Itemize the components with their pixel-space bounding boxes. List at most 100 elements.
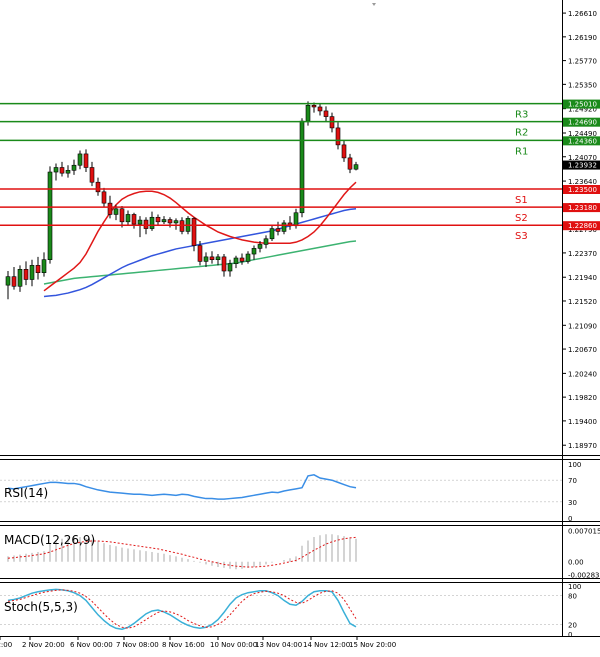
candle bbox=[11, 267, 17, 290]
level-name-r2: R2 bbox=[515, 128, 528, 139]
candle bbox=[269, 225, 275, 242]
time-axis-label: 13 Nov 04:00 bbox=[255, 641, 302, 649]
level-price-label-r2: 1.24690 bbox=[568, 119, 597, 127]
candle bbox=[71, 159, 77, 175]
candle-body-up bbox=[137, 219, 143, 225]
time-axis-label: 2 Nov 20:00 bbox=[22, 641, 65, 649]
candle bbox=[347, 153, 353, 174]
current-price-box bbox=[563, 160, 600, 170]
candle bbox=[65, 165, 71, 178]
pane-frames bbox=[0, 0, 600, 637]
stoch-main-line bbox=[7, 588, 357, 630]
macd-axis-label: 0.00 bbox=[568, 559, 584, 567]
macd-signal-line bbox=[7, 536, 357, 568]
rsi-title: RSI(14) bbox=[4, 486, 48, 500]
level-price-box-r1 bbox=[563, 136, 600, 146]
candle-body-up bbox=[353, 164, 359, 170]
candle-body-down bbox=[11, 276, 17, 287]
candle-body-up bbox=[203, 256, 209, 262]
price-axis-label: 1.24920 bbox=[568, 106, 597, 114]
candle-body-down bbox=[311, 104, 317, 108]
price-axis-label: 1.20670 bbox=[568, 346, 597, 354]
rsi-pane: 100 70 30 0 RSI(14) bbox=[0, 461, 581, 523]
candle bbox=[323, 106, 329, 122]
level-name-s3: S3 bbox=[515, 231, 528, 242]
candle-body-up bbox=[173, 220, 179, 224]
candle-body-up bbox=[29, 265, 35, 280]
candle-body-down bbox=[323, 110, 329, 117]
stoch-axis-label: 80 bbox=[568, 593, 577, 601]
candle bbox=[47, 166, 53, 264]
candle bbox=[41, 252, 47, 277]
time-axis-label: 7 Nov 08:00 bbox=[116, 641, 159, 649]
macd-pane: 0.007015 0.00 -0.002831 MACD(12,26,9) bbox=[4, 528, 600, 580]
candle bbox=[119, 205, 125, 228]
level-price-box-s1 bbox=[563, 184, 600, 194]
candle-body-down bbox=[221, 256, 227, 272]
candle bbox=[125, 210, 131, 226]
price-axis-label: 1.21090 bbox=[568, 322, 597, 330]
current-price-label: 1.23932 bbox=[568, 162, 597, 170]
price-axis-label: 1.21940 bbox=[568, 274, 597, 282]
candle bbox=[257, 241, 263, 253]
level-price-box-s3 bbox=[563, 221, 600, 231]
candle-body-down bbox=[335, 127, 341, 146]
price-axis-label: 1.25350 bbox=[568, 81, 597, 89]
candle-body-down bbox=[83, 153, 89, 168]
candle-body-down bbox=[95, 181, 101, 193]
candle bbox=[101, 187, 107, 208]
candle-body-down bbox=[101, 191, 107, 204]
ma-red-line bbox=[43, 181, 357, 292]
rsi-axis-label: 0 bbox=[568, 515, 572, 523]
candle-body-down bbox=[107, 202, 113, 215]
candle bbox=[227, 259, 233, 277]
candle bbox=[275, 221, 281, 236]
time-axis-label: 12:00 bbox=[0, 641, 12, 649]
price-axis-label: 1.24490 bbox=[568, 130, 597, 138]
candle-body-up bbox=[233, 257, 239, 264]
candle-body-down bbox=[155, 216, 161, 223]
candle bbox=[335, 122, 341, 150]
candle-body-up bbox=[245, 253, 251, 262]
price-axis-label: 1.20240 bbox=[568, 370, 597, 378]
candle bbox=[251, 245, 257, 260]
candle-body-up bbox=[227, 263, 233, 272]
candle-body-up bbox=[65, 170, 71, 174]
macd-axis-label: 0.007015 bbox=[568, 528, 600, 536]
candle-body-down bbox=[167, 219, 173, 224]
candle-body-up bbox=[41, 259, 47, 274]
level-price-label-s3: 1.22860 bbox=[568, 222, 597, 230]
candle bbox=[245, 251, 251, 264]
candle-body-down bbox=[23, 269, 29, 280]
candle bbox=[155, 214, 161, 226]
candle-body-down bbox=[275, 228, 281, 232]
candle-body-down bbox=[341, 144, 347, 159]
candle-body-down bbox=[35, 265, 41, 274]
rsi-axis-label: 100 bbox=[568, 461, 581, 469]
candle-body-up bbox=[47, 171, 53, 260]
candle-body-up bbox=[77, 153, 83, 166]
candle-body-down bbox=[239, 257, 245, 262]
level-price-box-r2 bbox=[563, 117, 600, 127]
time-axis-label: 14 Nov 12:00 bbox=[303, 641, 350, 649]
price-axis-label: 1.26610 bbox=[568, 10, 597, 18]
time-axis-label: 10 Nov 00:00 bbox=[210, 641, 257, 649]
candle bbox=[317, 104, 323, 116]
candle-body-up bbox=[125, 214, 131, 223]
candle-body-down bbox=[179, 220, 185, 232]
candle bbox=[95, 177, 101, 196]
stoch-axis-label: 0 bbox=[568, 631, 572, 639]
level-price-box-r3 bbox=[563, 99, 600, 109]
candle bbox=[299, 118, 305, 218]
candle bbox=[209, 251, 215, 264]
candle bbox=[233, 255, 239, 269]
candle bbox=[341, 140, 347, 162]
stoch-signal-line bbox=[7, 589, 357, 629]
candle bbox=[287, 216, 293, 230]
candle-body-down bbox=[347, 157, 353, 170]
candle bbox=[83, 149, 89, 173]
price-axis-label: 1.24070 bbox=[568, 154, 597, 162]
candle-body-up bbox=[257, 244, 263, 249]
time-axis-label: 15 Nov 20:00 bbox=[349, 641, 396, 649]
